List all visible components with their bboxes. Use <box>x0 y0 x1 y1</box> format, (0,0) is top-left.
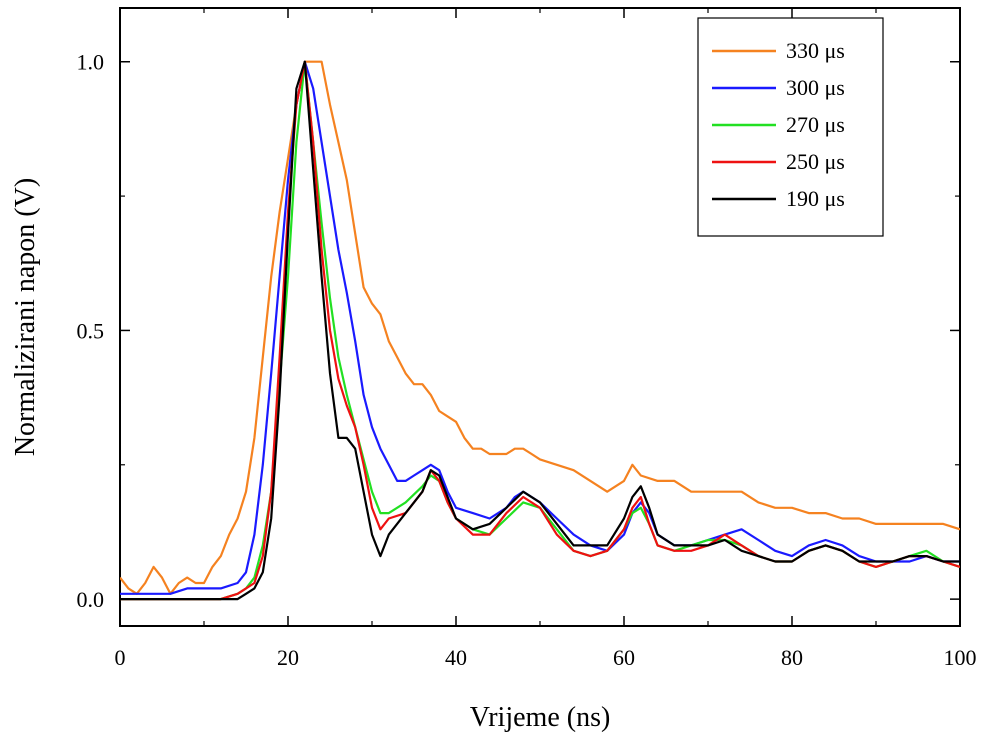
legend-label: 270 μs <box>786 112 845 137</box>
legend: 330 μs 300 μs 270 μs 250 μs 190 μs <box>697 17 884 237</box>
legend-label: 300 μs <box>786 75 845 100</box>
x-tick-label: 80 <box>781 645 803 670</box>
x-tick-label: 0 <box>115 645 126 670</box>
x-tick-label: 60 <box>613 645 635 670</box>
tick-labels-layer: 0 20 40 60 80 100 0.0 0.5 1.0 <box>77 50 977 670</box>
y-tick-label: 0.5 <box>77 318 105 343</box>
series-line-1 <box>120 60 960 595</box>
series-line-0 <box>120 60 960 595</box>
series-layer <box>120 60 960 601</box>
x-axis-title: Vrijeme (ns) <box>470 702 611 733</box>
x-tick-label: 20 <box>277 645 299 670</box>
legend-label: 330 μs <box>786 38 845 63</box>
x-tick-label: 40 <box>445 645 467 670</box>
series-line-4 <box>120 60 960 601</box>
y-tick-label: 0.0 <box>77 587 105 612</box>
x-tick-label: 100 <box>944 645 977 670</box>
y-axis-title: Normalizirani napon (V) <box>10 178 41 456</box>
legend-label: 190 μs <box>786 186 845 211</box>
legend-label: 250 μs <box>786 149 845 174</box>
y-tick-label: 1.0 <box>77 50 105 75</box>
ticks-layer <box>119 8 961 626</box>
